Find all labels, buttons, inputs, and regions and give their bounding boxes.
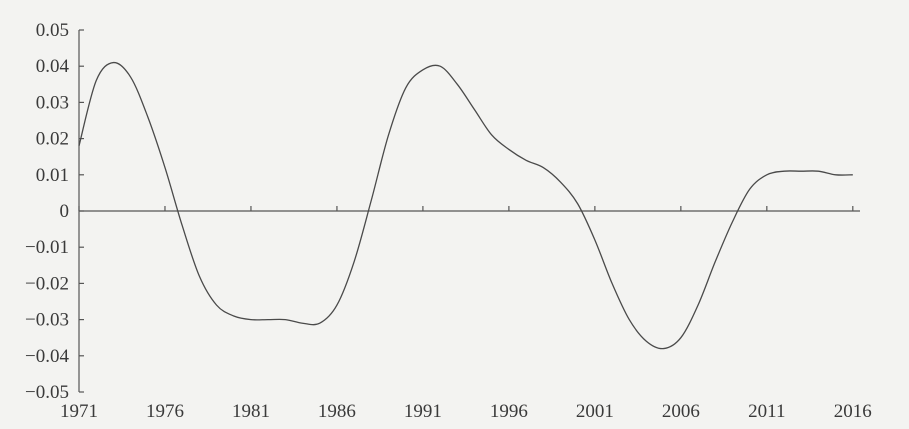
x-tick-label: 1981 (232, 401, 270, 422)
y-tick-label: −0.02 (25, 273, 69, 294)
y-tick-label: −0.01 (25, 237, 69, 258)
y-tick-label: −0.03 (25, 310, 69, 331)
y-tick-label: 0.02 (36, 129, 69, 150)
y-tick-label: −0.04 (25, 346, 69, 367)
x-tick-label: 1986 (318, 401, 356, 422)
x-tick-label: 2001 (576, 401, 614, 422)
x-tick-label: 1996 (490, 401, 528, 422)
x-tick-label: 2006 (662, 401, 700, 422)
x-tick-label: 1991 (404, 401, 442, 422)
y-tick-label: 0.01 (36, 165, 69, 186)
y-tick-label: −0.05 (25, 382, 69, 403)
y-tick-label: 0.03 (36, 92, 69, 113)
x-tick-label: 2011 (748, 401, 785, 422)
x-tick-label: 2016 (834, 401, 872, 422)
y-tick-label: 0.05 (36, 20, 69, 41)
series-line (78, 61, 853, 350)
x-tick-label: 1971 (60, 401, 98, 422)
y-tick-label: 0.04 (36, 56, 70, 77)
y-tick-label: 0 (60, 201, 70, 222)
x-tick-label: 1976 (146, 401, 184, 422)
